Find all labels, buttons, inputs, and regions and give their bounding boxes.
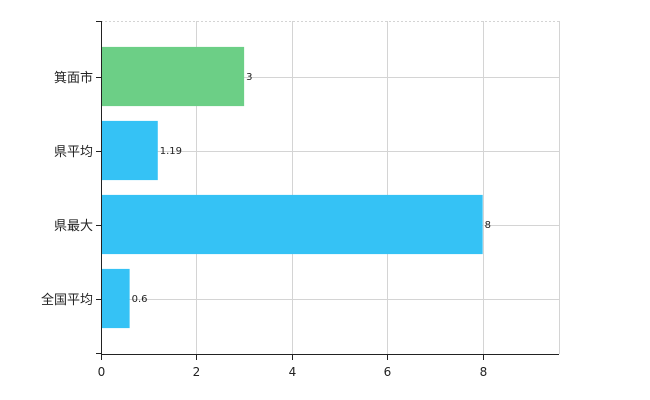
bars	[102, 46, 483, 329]
axes	[96, 21, 559, 360]
data-label-2: 8	[485, 220, 491, 231]
category-label-1: 県平均	[54, 145, 93, 160]
category-label-2: 県最大	[54, 219, 93, 234]
x-tick-label-0: 0	[98, 365, 106, 379]
bar-1	[102, 120, 158, 181]
x-tick-label-3: 6	[384, 365, 392, 379]
x-tick-label-2: 4	[289, 365, 297, 379]
bar-2	[102, 194, 483, 255]
data-label-3: 0.6	[132, 294, 148, 305]
bar-3	[102, 268, 130, 329]
x-tick-label-1: 2	[193, 365, 201, 379]
category-label-3: 全国平均	[41, 292, 93, 308]
data-label-1: 1.19	[160, 146, 182, 157]
data-label-0: 3	[246, 72, 252, 83]
category-label-0: 箕面市	[54, 70, 93, 86]
x-tick-label-4: 8	[480, 365, 488, 379]
bar-0	[102, 46, 245, 107]
